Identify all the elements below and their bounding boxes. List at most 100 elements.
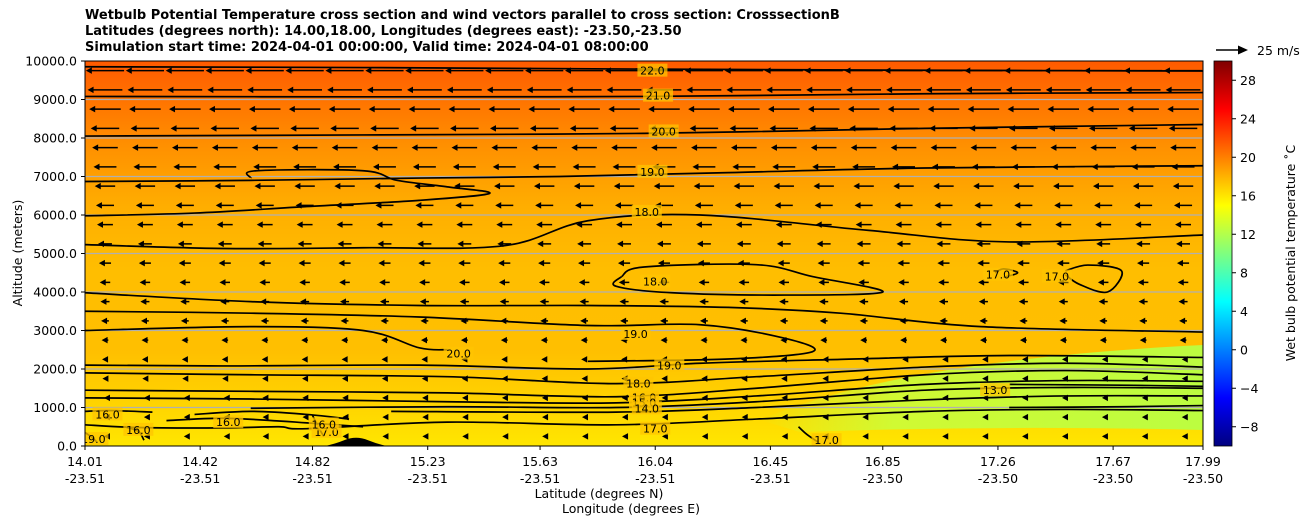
wind-vector: [141, 336, 149, 344]
wind-vector: [1095, 221, 1112, 228]
wind-vector: [1057, 259, 1070, 267]
wind-vector: [419, 298, 429, 305]
contour-label: 19.0: [623, 328, 648, 341]
wind-vector: [902, 394, 909, 402]
wind-vector: [739, 298, 749, 305]
wind-vector: [216, 221, 233, 228]
wind-vector: [726, 86, 762, 94]
wind-vector: [459, 298, 469, 305]
wind-vector: [1017, 259, 1030, 267]
contour-label-bg: [92, 407, 123, 421]
wind-vector: [143, 413, 150, 421]
wind-vector: [612, 163, 636, 171]
wind-vector: [1058, 298, 1068, 305]
contour-label: 13.0: [983, 384, 1008, 397]
x-tick-lon-label: -23.50: [1093, 471, 1133, 486]
wind-vector: [532, 163, 556, 171]
wind-vector: [1019, 317, 1028, 325]
wind-vector: [288, 105, 321, 113]
colorbar-ticks: −8 −4 0 4 8 12 16 20 24 28: [1232, 73, 1258, 434]
wind-vector: [1099, 336, 1107, 344]
wind-vector: [1018, 298, 1028, 305]
wind-vector: [380, 317, 389, 325]
x-tick-lat-label: 17.26: [980, 454, 1016, 469]
wind-vector: [341, 336, 348, 344]
wind-vector: [777, 259, 790, 267]
x-tick-lon-label: -23.51: [408, 471, 448, 486]
wind-vector: [580, 317, 589, 325]
wind-vector: [533, 182, 555, 190]
wind-vector: [174, 182, 196, 190]
wind-vector: [538, 279, 550, 286]
colorbar-tick-label: −8: [1240, 419, 1258, 434]
wind-vector: [381, 356, 388, 363]
wind-vector: [772, 163, 796, 171]
wind-vector: [301, 336, 308, 344]
wind-vector: [528, 105, 560, 113]
contour-line: [85, 310, 816, 363]
wind-vector: [540, 336, 548, 344]
wind-vector: [142, 375, 149, 382]
wind-vector: [217, 240, 232, 248]
wind-vector: [698, 279, 710, 286]
wind-vector: [370, 125, 399, 132]
contour-line: [85, 291, 1203, 333]
wind-vector: [617, 240, 631, 248]
contour-label-bg: [643, 88, 674, 102]
wind-vector: [813, 182, 834, 190]
wind-vector: [942, 433, 949, 440]
wind-vector: [416, 221, 433, 228]
wind-vector: [257, 240, 272, 248]
wind-vector: [406, 86, 442, 94]
wind-vector: [502, 413, 509, 421]
terrain: [325, 437, 388, 446]
wind-vector: [686, 86, 722, 94]
wind-vector: [1168, 125, 1198, 132]
contour-label: 16.0: [95, 408, 120, 421]
wind-vector: [728, 105, 760, 113]
contour-label: 19.0: [81, 433, 106, 446]
wind-vector: [135, 202, 154, 209]
wind-vector: [419, 279, 430, 286]
contour-label: 17.0: [1045, 271, 1070, 284]
wind-vector: [208, 105, 241, 113]
wind-vector: [170, 125, 200, 132]
wind-vector: [781, 375, 788, 382]
wind-vector: [180, 317, 189, 325]
wind-vector: [301, 356, 308, 363]
wind-vector: [291, 144, 318, 151]
wind-vector: [615, 202, 634, 209]
wind-vector: [853, 182, 874, 190]
wind-vector: [381, 336, 388, 344]
wind-vector: [421, 356, 428, 363]
wind-vector: [222, 375, 229, 382]
contour-label: 21.0: [646, 90, 671, 103]
wind-vector: [729, 125, 759, 132]
wind-vector: [1007, 105, 1040, 113]
wind-vector: [500, 336, 508, 344]
wind-vector: [211, 144, 238, 151]
y-tick-label: 8000.0: [33, 131, 77, 146]
quiver-key: 25 m/s: [1216, 43, 1300, 58]
wind-vector: [261, 336, 269, 344]
wind-vector: [1138, 298, 1148, 305]
wind-vector: [408, 105, 441, 113]
wind-vector: [1022, 433, 1029, 440]
wind-vector: [1135, 221, 1152, 228]
wind-vector: [734, 202, 753, 209]
wind-vector: [859, 298, 869, 305]
wind-vector: [622, 433, 629, 440]
wind-vector: [900, 336, 907, 344]
wind-vector: [445, 67, 484, 74]
wind-vector: [261, 356, 268, 363]
wind-vector: [935, 221, 952, 228]
y-tick-label: 5000.0: [33, 246, 77, 261]
contour-label-bg: [654, 358, 685, 372]
wind-vector: [259, 279, 270, 286]
wind-vector: [653, 182, 675, 190]
wind-vector: [365, 67, 404, 74]
wind-vector: [1101, 356, 1108, 363]
wind-vector: [976, 240, 991, 248]
wind-vector: [852, 163, 876, 171]
wind-vector: [299, 279, 310, 286]
